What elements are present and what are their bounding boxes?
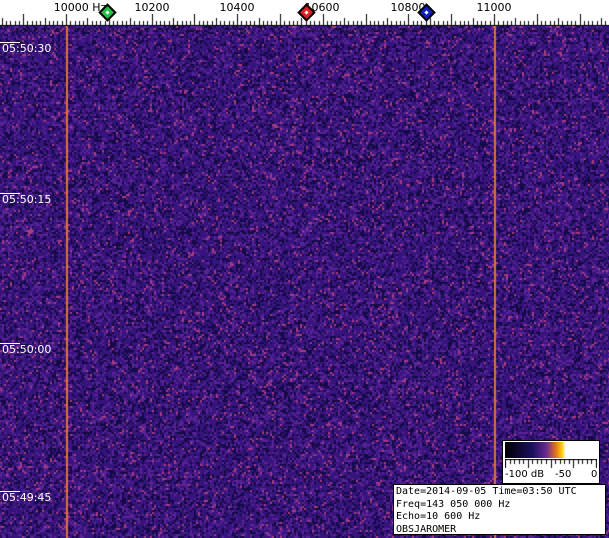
freq-label-11000: 11000 [476,1,512,14]
freq-label-10400: 10400 [219,1,255,14]
time-label: 05:49:45 [2,491,52,504]
scale-ticks [505,459,597,469]
freq-label-10800: 10800 [390,1,426,14]
time-tick [0,343,20,344]
info-observer: OBSJAROMER [396,523,457,535]
info-freq: Freq=143 050 000 Hz [396,498,511,510]
time-label: 05:50:15 [2,193,52,206]
freq-label-10200: 10200 [134,1,170,14]
info-box: Date=2014-09-05 Time=03:50 UTC Freq=143 0… [393,484,606,535]
time-tick [0,491,20,492]
frequency-axis: 10000 Hz 10200 10400 10600 10800 11000 [0,0,609,26]
time-tick [0,193,20,194]
scale-mid-label: -50 [555,469,572,480]
freq-label-10000: 10000 Hz [53,1,107,14]
info-echo: Echo=10 600 Hz [396,511,481,522]
scale-max-label: 0 [591,469,598,480]
time-tick [0,42,20,43]
scale-min-label: -100 dB [505,469,545,480]
time-label: 05:50:30 [2,42,52,55]
color-gradient [505,442,597,458]
color-scale: -100 dB -50 0 [502,440,600,484]
time-label: 05:50:00 [2,343,52,356]
info-date: Date=2014-09-05 Time=03:50 UTC [396,486,577,497]
